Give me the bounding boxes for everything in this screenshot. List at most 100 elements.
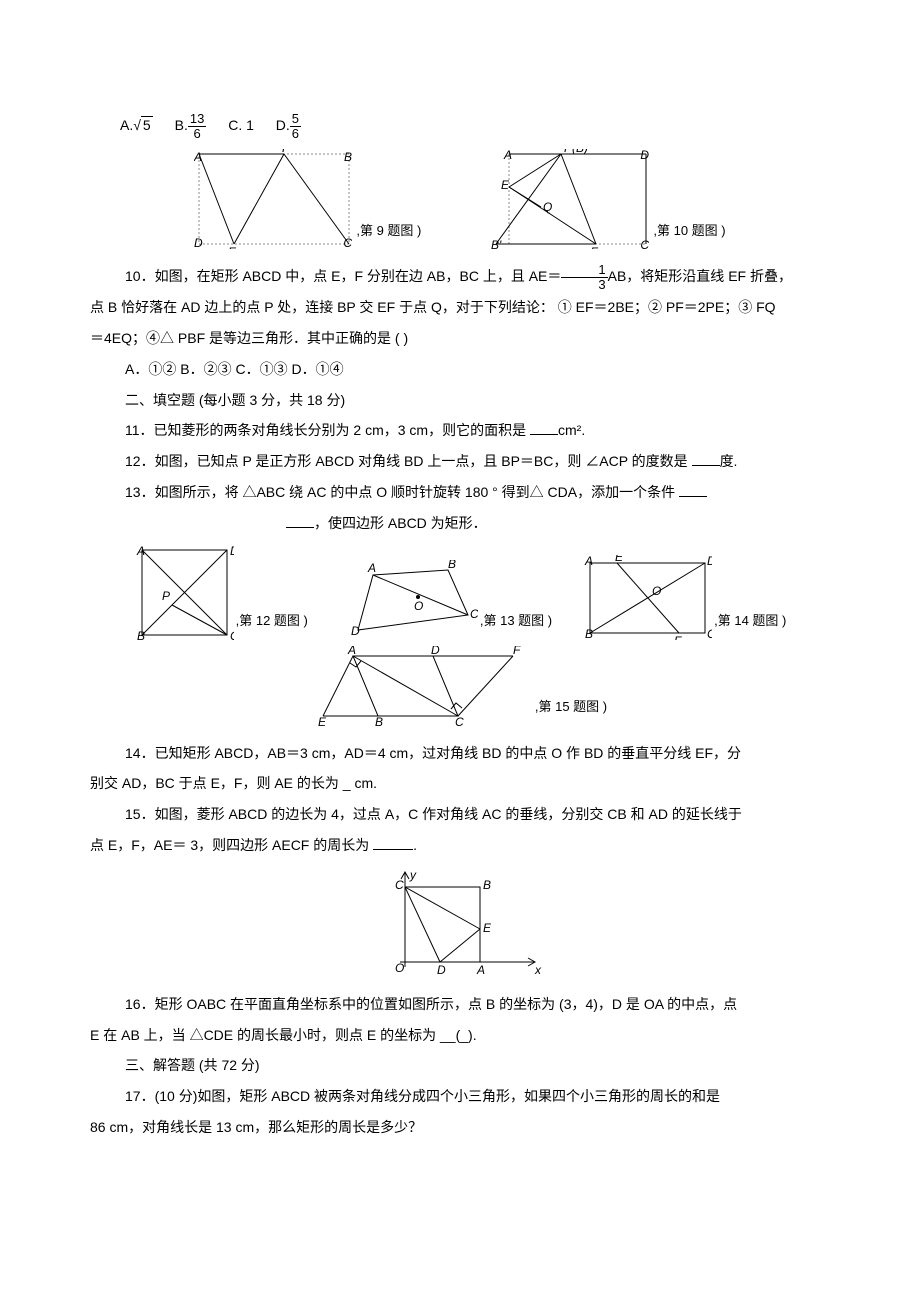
q13-line1: 13．如图所示，将 △ABC 绕 AC 的中点 O 顺时针旋转 180 ° 得到… [90,477,830,508]
choice-C-prefix: C. [228,117,242,133]
label-D: D [230,545,234,558]
choice-C: C. 1 [228,110,254,141]
label-C: C [470,607,478,621]
figure-q12: A D P B C ,第 12 题图 ) [134,545,308,640]
label-F: F [282,149,290,155]
label-Bp: B' [491,238,502,249]
blank-icon [286,514,314,528]
label-x: x [534,963,542,977]
label-D: D [194,236,203,249]
diagram-q9: A F B D E C [194,149,354,249]
blank-icon [679,483,707,497]
label-E: E [228,245,237,249]
q13-line2: ，使四边形 ABCD 为矩形． [90,508,830,539]
figure-row-q15: A D F E B C ,第 15 题图 ) [90,646,830,726]
label-Q: Q [543,200,552,214]
label-F: F [674,634,682,640]
q10-line3: ＝4EQ；④△ PBF 是等边三角形．其中正确的是 ( ) [90,323,830,354]
q9-choices: A.5 B.136 C. 1 D.56 [90,110,830,141]
label-B: B [344,150,352,164]
q15-text-b: 点 E，F，AE＝ 3，则四边形 AECF 的周长为 [90,837,373,853]
q11-line: 11．已知菱形的两条对角线长分别为 2 cm，3 cm，则它的面积是 cm². [90,415,830,446]
figure-caption-q15: ,第 15 题图 ) [535,693,607,722]
label-B: B [448,560,456,571]
label-A: A [476,963,485,977]
label-F: F [513,646,521,657]
label-C: C [344,236,353,249]
label-B: B [585,627,593,640]
figure-caption-q10: ,第 10 题图 ) [653,217,725,246]
q10-line2: 点 B 恰好落在 AD 边上的点 P 处，连接 BP 交 EF 于点 Q，对于下… [90,292,830,323]
choice-D: D.56 [276,110,301,141]
label-F: F [591,245,599,249]
q15-line1: 15．如图，菱形 ABCD 的边长为 4，过点 A，C 作对角线 AC 的垂线，… [90,799,830,830]
label-P: P(B) [564,149,588,155]
choice-D-num: 5 [290,112,301,127]
label-C: C [455,715,464,726]
choice-D-den: 6 [290,127,301,141]
figure-caption-q13: ,第 13 题图 ) [480,607,552,636]
blank-icon [373,836,413,850]
diagram-q14: A E D O B F C [582,555,712,640]
choice-B-prefix: B. [175,117,188,133]
label-A: A [136,545,145,558]
label-P: P [162,589,170,603]
q12-text-b: 度. [720,453,738,469]
fraction-icon: 56 [290,112,301,142]
label-D: D [351,624,360,638]
q10-choices: A．①② B．②③ C．①③ D．①④ [90,354,830,385]
q11-text-b: cm². [558,422,585,438]
figure-q13: A B O C D ,第 13 题图 ) [338,560,552,640]
diagram-q10: A P(B) D E Q B' F C [491,149,651,249]
choice-D-prefix: D. [276,117,290,133]
q17-line1: 17．(10 分)如图，矩形 ABCD 被两条对角线分成四个小三角形，如果四个小… [90,1081,830,1112]
figure-caption-q9: ,第 9 题图 ) [356,217,421,246]
blank-icon [692,452,720,466]
choice-B-den: 6 [188,127,206,141]
figure-caption-q14: ,第 14 题图 ) [714,607,786,636]
label-B: B [483,878,491,892]
label-A: A [503,149,512,162]
label-E: E [615,555,624,564]
q15-line2: 点 E，F，AE＝ 3，则四边形 AECF 的周长为 . [90,830,830,861]
label-O: O [395,961,404,975]
label-C: C [395,878,404,892]
label-C: C [230,629,234,640]
figure-q10: A P(B) D E Q B' F C ,第 10 题图 ) [491,149,725,249]
label-A: A [367,561,376,575]
label-B: B [375,715,383,726]
label-D: D [707,555,712,568]
figure-row-q9-q10: A F B D E C ,第 9 题图 ) A P(B) D E Q B' [90,149,830,249]
choice-A-val: 5 [141,116,153,133]
label-y: y [409,868,417,882]
figure-row-q16: y C B E O D A x [90,867,830,977]
diagram-q13: A B O C D [338,560,478,640]
fraction-icon: 136 [188,112,206,142]
q15-text-c: . [413,837,417,853]
diagram-q15: A D F E B C [313,646,533,726]
label-C: C [641,238,650,249]
choice-C-val: 1 [246,117,254,133]
diagram-q16: y C B E O D A x [375,867,545,977]
q10-frac-num: 1 [561,263,607,278]
q10-frac-den: 3 [561,278,607,292]
q10-line1: 10．如图，在矩形 ABCD 中，点 E，F 分别在边 AB，BC 上，且 AE… [90,261,830,292]
q11-text-a: 11．已知菱形的两条对角线长分别为 2 cm，3 cm，则它的面积是 [125,422,530,438]
q12-text-a: 12．如图，已知点 P 是正方形 ABCD 对角线 BD 上一点，且 BP＝BC… [125,453,692,469]
figure-caption-q12: ,第 12 题图 ) [236,607,308,636]
label-D: D [431,646,440,657]
figure-q14: A E D O B F C ,第 14 题图 ) [582,555,786,640]
q13-text-b: ，使四边形 ABCD 为矩形． [314,515,487,531]
label-D: D [437,963,446,977]
figure-row-q12-14: A D P B C ,第 12 题图 ) A B O C D ,第 13 题图 … [90,545,830,640]
section-3-title: 三、解答题 (共 72 分) [90,1050,830,1081]
label-E: E [483,921,492,935]
sqrt-icon: 5 [133,110,152,141]
label-D: D [641,149,650,162]
figure-q15: A D F E B C ,第 15 题图 ) [313,646,607,726]
q12-line: 12．如图，已知点 P 是正方形 ABCD 对角线 BD 上一点，且 BP＝BC… [90,446,830,477]
diagram-q12: A D P B C [134,545,234,640]
figure-q9: A F B D E C ,第 9 题图 ) [194,149,421,249]
choice-B: B.136 [175,110,207,141]
section-2-title: 二、填空题 (每小题 3 分，共 18 分) [90,385,830,416]
